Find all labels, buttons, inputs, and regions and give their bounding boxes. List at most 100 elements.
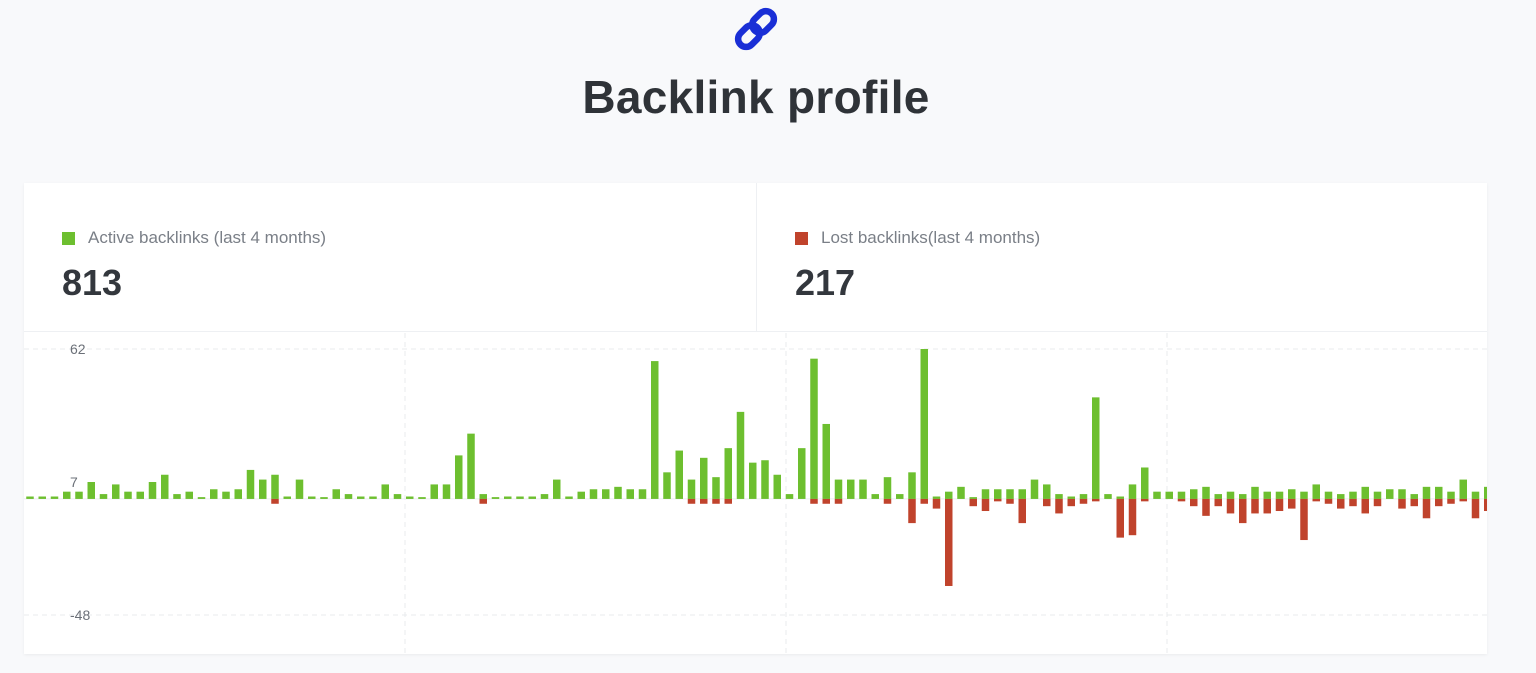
bar-active [161, 474, 169, 499]
bar-lost [1251, 498, 1259, 514]
bar-lost [1092, 498, 1100, 502]
bar-active [222, 491, 230, 499]
active-backlinks-value: 813 [62, 262, 123, 303]
bar-lost [932, 498, 941, 509]
bar-active [785, 494, 794, 499]
bar-lost [908, 498, 916, 524]
bar-active [1410, 494, 1418, 499]
bar-active [1116, 496, 1124, 499]
bar-lost [1190, 498, 1198, 507]
bar-lost [1471, 498, 1480, 519]
bar-lost [1288, 498, 1296, 509]
bar-active [810, 358, 818, 499]
bar-active [1263, 491, 1271, 499]
bar-active [761, 460, 769, 499]
bar-lost [1324, 498, 1333, 504]
bar-active [63, 491, 71, 499]
bar-lost [883, 498, 892, 504]
bar-active [210, 489, 218, 499]
bar-active [357, 496, 365, 499]
bar-lost [1128, 498, 1137, 536]
bar-lost [994, 498, 1002, 502]
bar-active [99, 494, 108, 499]
bar-lost [1312, 498, 1320, 502]
bar-active [406, 496, 414, 499]
chain-link-icon [734, 7, 778, 51]
bar-active [724, 448, 732, 499]
bar-active [1275, 491, 1284, 499]
bar-active [1288, 489, 1296, 499]
bar-active [308, 496, 316, 499]
bar-active [932, 496, 941, 499]
bar-active [1055, 494, 1063, 499]
bar-active [675, 450, 683, 499]
bar-active [87, 482, 95, 499]
bar-active [896, 494, 904, 499]
bar-active [1079, 494, 1088, 499]
bar-active [773, 474, 781, 499]
bar-lost [920, 498, 928, 504]
bar-active [1006, 489, 1014, 499]
bar-active [124, 491, 132, 499]
backlinks-bar-chart: 62 7 -48 [24, 333, 1487, 654]
bar-active [651, 361, 659, 499]
bar-lost [1079, 498, 1088, 504]
bar-active [1153, 491, 1161, 499]
bar-lost [1239, 498, 1247, 524]
bar-active [736, 411, 745, 499]
bar-active [1226, 491, 1235, 499]
bar-active [148, 482, 157, 499]
bar-lost [1018, 498, 1026, 524]
bar-active [1165, 491, 1173, 499]
bar-active [332, 489, 340, 499]
lost-backlinks-value: 217 [795, 262, 856, 303]
lost-legend-swatch [795, 231, 808, 245]
bar-active [1043, 484, 1051, 499]
bar-lost [969, 498, 977, 507]
bar-active [1471, 491, 1480, 499]
bar-lost [1398, 498, 1406, 509]
bar-active [577, 491, 585, 499]
bar-active [798, 448, 806, 499]
bar-lost [1177, 498, 1186, 502]
bar-active [112, 484, 120, 499]
bar-active [259, 479, 267, 499]
bar-active [1190, 489, 1198, 499]
bar-active [638, 489, 647, 499]
bar-lost [479, 498, 487, 504]
y-tick-label: 7 [70, 474, 78, 490]
bar-lost [724, 498, 732, 504]
bar-lost [1459, 498, 1467, 502]
active-legend-swatch [62, 231, 75, 245]
bar-active [1030, 479, 1039, 499]
bar-active [295, 479, 304, 499]
stats-row: Active backlinks (last 4 months) 813 Los… [24, 183, 1487, 332]
bar-series [26, 349, 1487, 586]
y-tick-label: 62 [70, 341, 86, 357]
bar-active [945, 491, 953, 499]
bar-lost [1337, 498, 1345, 509]
bar-active [663, 472, 671, 499]
bar-active [418, 497, 426, 499]
bar-active [479, 494, 487, 499]
bar-lost [1055, 498, 1063, 514]
bar-active [393, 494, 402, 499]
bar-active [491, 497, 500, 499]
bar-active [455, 455, 463, 499]
bar-active [822, 423, 830, 499]
bar-active [271, 474, 279, 499]
y-axis-ticks: 62 7 -48 [70, 341, 90, 623]
bar-active [369, 496, 377, 499]
bar-lost [1410, 498, 1418, 507]
bar-active [1251, 486, 1259, 499]
bar-active [1349, 491, 1357, 499]
bar-lost [1141, 498, 1149, 502]
bar-active [1067, 496, 1075, 499]
bar-active [1386, 489, 1394, 499]
bar-active [50, 496, 59, 499]
page-title: Backlink profile [582, 71, 930, 123]
bar-lost [1435, 498, 1443, 507]
lost-backlinks-stat: Lost backlinks(last 4 months) 217 [795, 228, 1040, 304]
bar-active [1104, 494, 1112, 499]
bar-lost [1300, 498, 1308, 541]
